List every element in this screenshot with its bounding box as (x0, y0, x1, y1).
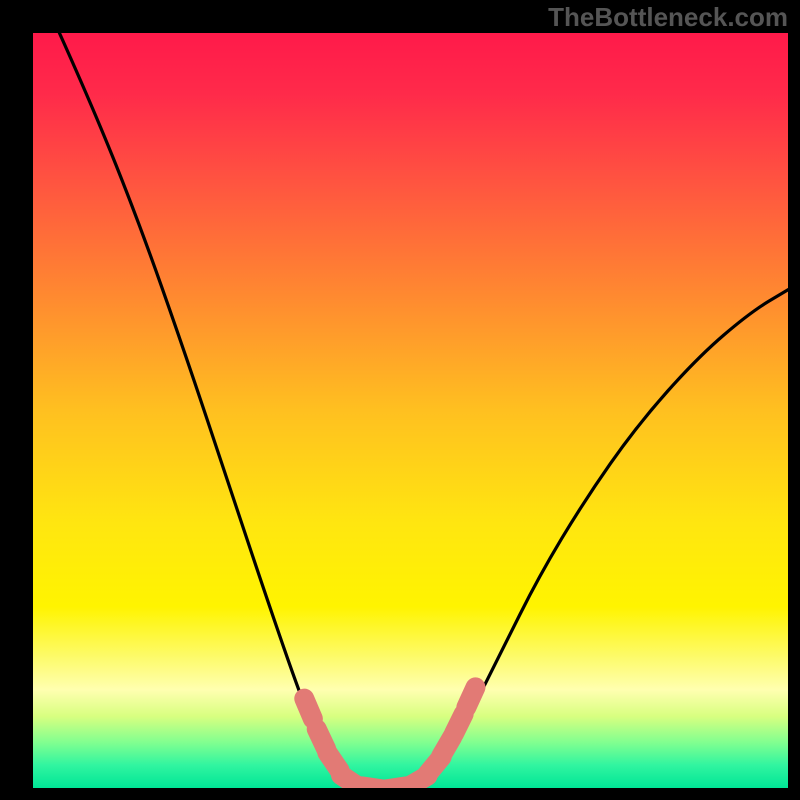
bottleneck-curve (59, 33, 788, 788)
watermark-text: TheBottleneck.com (548, 2, 788, 33)
chart-container: TheBottleneck.com (0, 0, 800, 800)
plot-area (33, 33, 788, 788)
dip-marker (454, 714, 464, 734)
dip-marker (466, 687, 475, 707)
curve-overlay (33, 33, 788, 788)
dip-marker (304, 699, 313, 719)
